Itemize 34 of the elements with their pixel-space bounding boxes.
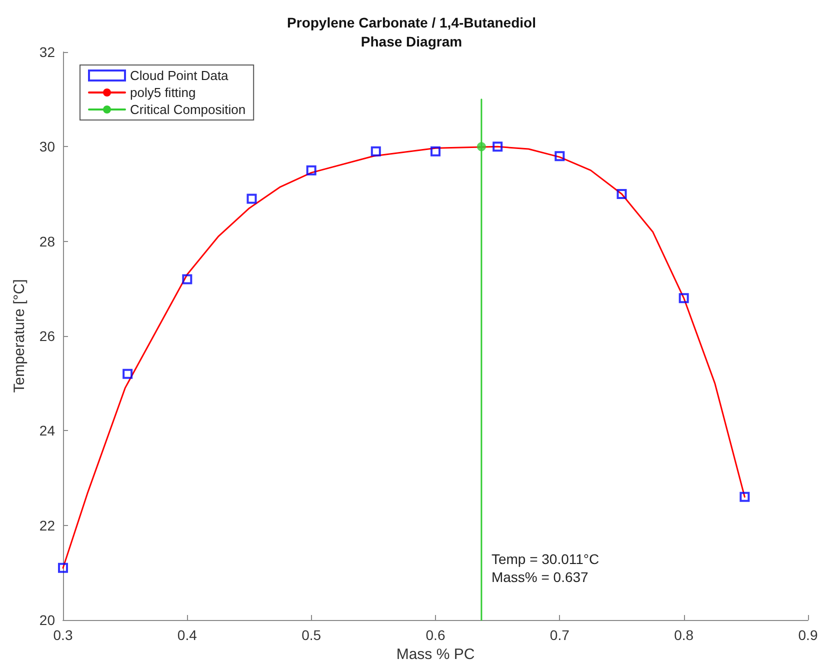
- legend-label: Critical Composition: [130, 102, 246, 117]
- x-tick-label: 0.3: [53, 627, 73, 643]
- y-tick-label: 24: [39, 422, 56, 439]
- chart-title: Propylene Carbonate / 1,4-Butanediol Phase Diagram: [287, 14, 536, 50]
- point: [678, 293, 689, 304]
- y-tick-label: 26: [39, 328, 56, 344]
- y-tick-label: 20: [39, 612, 56, 628]
- x-tick-label: 0.9: [798, 627, 818, 643]
- point: [58, 562, 68, 573]
- point: [740, 492, 750, 502]
- y-axis-title: Temperature [°C]: [11, 279, 28, 393]
- y-tick-label: 32: [39, 44, 56, 60]
- point: [370, 146, 381, 156]
- point: [476, 142, 486, 152]
- point: [122, 368, 133, 379]
- legend-label: poly5 fitting: [130, 85, 196, 100]
- annotation: Temp = 30.011°C Mass% = 0.637: [491, 551, 600, 585]
- x-axis-title: Mass % PC: [396, 646, 475, 663]
- x-tick-label: 0.6: [426, 627, 446, 643]
- point: [554, 151, 565, 162]
- point: [430, 146, 440, 156]
- y-tick-label: 22: [39, 517, 56, 534]
- x-tick-label: 0.5: [302, 627, 322, 643]
- x-tick-label: 0.4: [177, 627, 198, 643]
- point: [492, 142, 503, 152]
- point: [616, 189, 627, 199]
- x-tick-label: 0.7: [550, 627, 570, 643]
- point: [182, 274, 192, 284]
- legend-label: Cloud Point Data: [130, 68, 230, 83]
- y-tick-label: 28: [39, 233, 56, 250]
- x-tick-label: 0.8: [674, 627, 694, 643]
- y-tick-label: 30: [39, 138, 56, 155]
- point: [246, 194, 257, 204]
- point: [306, 165, 316, 176]
